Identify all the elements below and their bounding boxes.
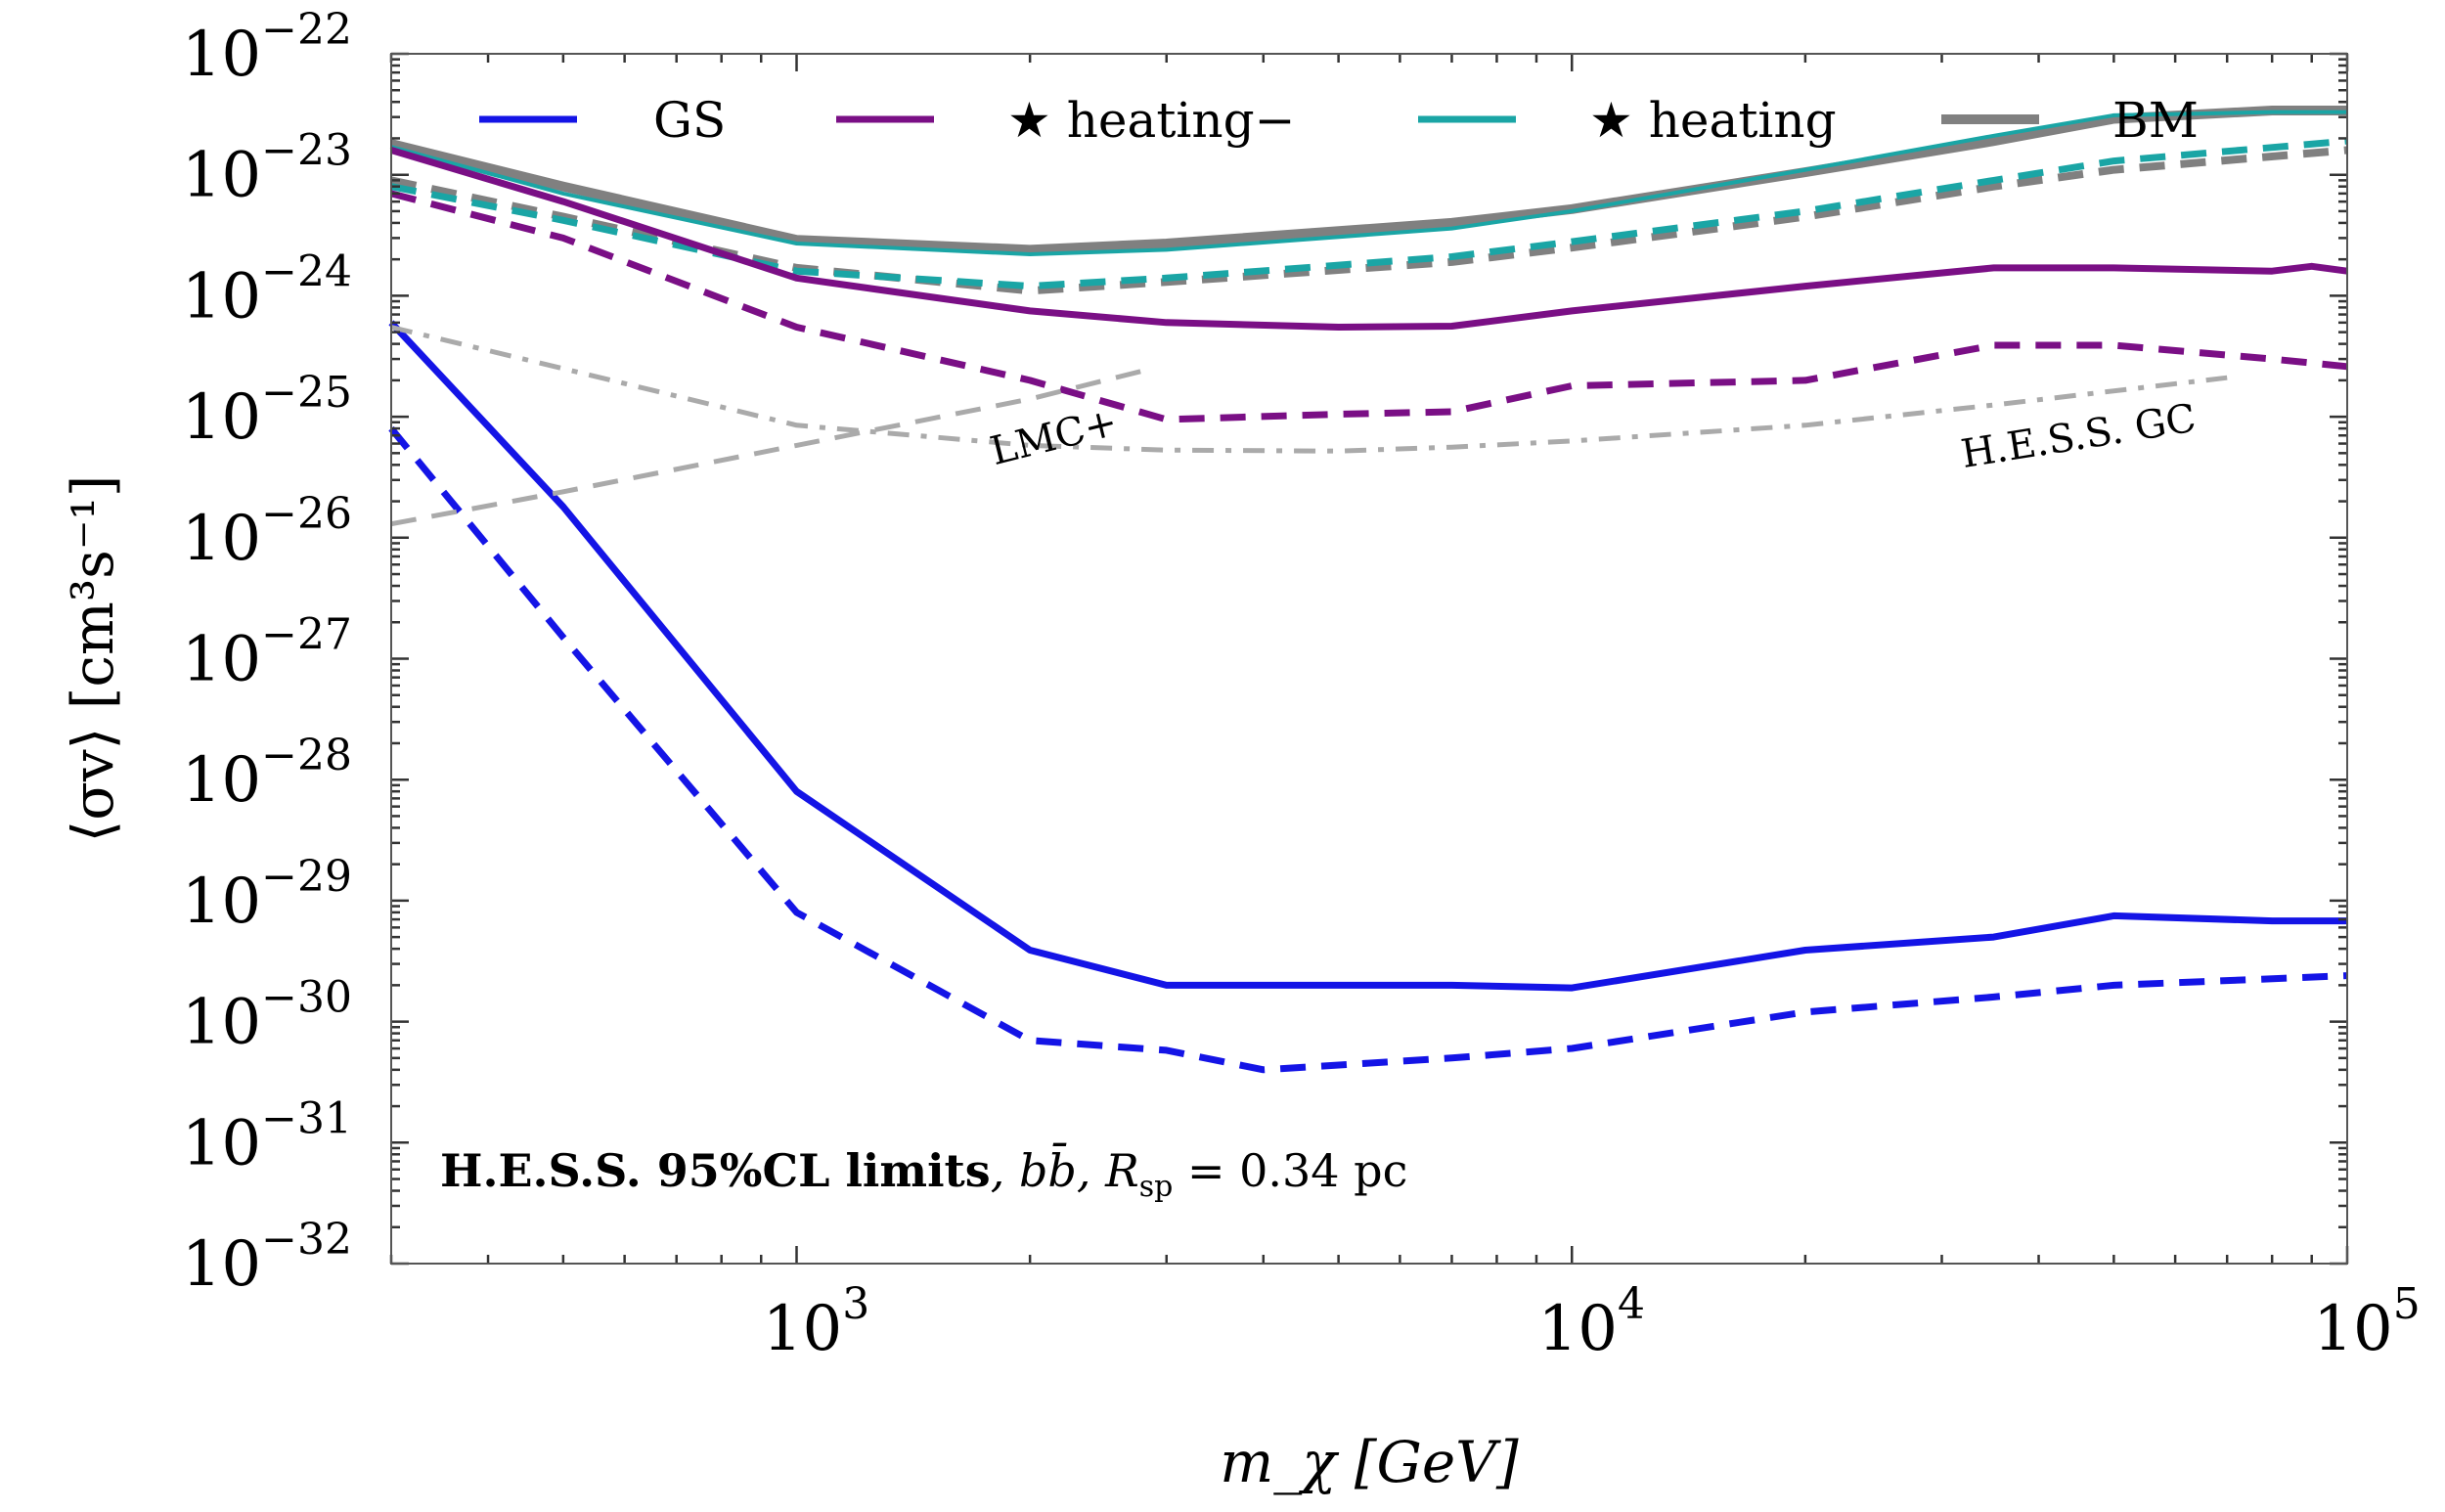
x-tick-label: 104 <box>1538 1279 1645 1365</box>
series-heating-minus-dashed <box>390 190 2348 423</box>
y-tick-exp: −29 <box>261 852 352 902</box>
plot-frame <box>390 53 2348 1265</box>
y-tick-base: 10 <box>182 1228 261 1301</box>
y-tick-exp: −32 <box>261 1215 352 1265</box>
y-axis-title: ⟨σv⟩ [cm³s⁻¹] <box>60 475 126 843</box>
caption-end: = 0.34 pc <box>1173 1144 1407 1197</box>
y-tick-base: 10 <box>182 503 261 575</box>
y-tick-exp: −26 <box>261 489 352 539</box>
x-tick-exp: 3 <box>842 1279 869 1329</box>
legend-label-heating-minus-solid: ★ heating− <box>1007 92 1296 149</box>
lmc-plus-label: LMC+ <box>986 400 1122 474</box>
y-tick-label: 10−27 <box>182 610 352 696</box>
x-tick-base: 10 <box>2313 1293 2392 1365</box>
x-tick-exp: 5 <box>2393 1279 2421 1329</box>
y-tick-label: 10−29 <box>182 852 352 938</box>
y-tick-exp: −31 <box>261 1093 352 1143</box>
y-tick-label: 10−26 <box>182 489 352 575</box>
y-tick-base: 10 <box>182 624 261 696</box>
y-tick-exp: −28 <box>261 731 352 780</box>
y-tick-label: 10−28 <box>182 731 352 817</box>
y-tick-exp: −27 <box>261 610 352 660</box>
y-tick-label: 10−22 <box>182 5 352 91</box>
x-tick-base: 10 <box>763 1293 842 1365</box>
y-tick-base: 10 <box>182 381 261 454</box>
y-tick-base: 10 <box>182 744 261 817</box>
y-tick-exp: −25 <box>261 368 352 418</box>
series-bm-solid <box>389 106 2347 255</box>
legend-label-gs-solid: GS <box>653 92 726 149</box>
ticks-layer: 10−2210−2310−2410−2510−2610−2710−2810−29… <box>182 5 2421 1365</box>
y-tick-exp: −22 <box>261 5 352 55</box>
y-tick-base: 10 <box>182 19 261 91</box>
series-layer <box>388 106 2348 1074</box>
legend: GS ★ heating− ★ heating BM <box>479 92 2199 149</box>
legend-label-heating-solid: ★ heating <box>1589 92 1837 149</box>
y-tick-label: 10−32 <box>182 1215 352 1301</box>
x-tick-label: 105 <box>2313 1279 2420 1365</box>
y-tick-base: 10 <box>182 140 261 212</box>
y-tick-label: 10−25 <box>182 368 352 454</box>
y-tick-base: 10 <box>182 866 261 938</box>
y-tick-base: 10 <box>182 260 261 333</box>
series-hess-gc <box>390 325 2228 454</box>
y-tick-exp: −23 <box>261 126 352 176</box>
hess-gc-label: H.E.S.S. GC <box>1958 396 2199 477</box>
series-gs-dashed <box>388 425 2348 1074</box>
x-tick-base: 10 <box>1538 1293 1618 1365</box>
legend-label-bm-solid: BM <box>2112 92 2199 149</box>
caption-bold: H.E.S.S. 95%CL limits <box>440 1144 991 1197</box>
series-lmc-plus <box>390 368 1144 527</box>
y-tick-exp: −30 <box>261 973 352 1023</box>
x-tick-exp: 4 <box>1618 1279 1645 1329</box>
caption-sub: sp <box>1139 1170 1174 1204</box>
y-tick-label: 10−31 <box>182 1093 352 1179</box>
y-tick-base: 10 <box>182 987 261 1059</box>
y-tick-label: 10−23 <box>182 126 352 212</box>
y-tick-exp: −24 <box>261 246 352 296</box>
series-heating-minus-solid <box>389 147 2348 331</box>
x-tick-label: 103 <box>763 1279 869 1365</box>
y-tick-base: 10 <box>182 1107 261 1179</box>
caption-rest: , bb̄, R <box>991 1141 1139 1197</box>
y-tick-label: 10−30 <box>182 973 352 1059</box>
x-axis-title: m_χ [GeV] <box>1220 1429 1519 1495</box>
caption: H.E.S.S. 95%CL limits, bb̄, Rsp = 0.34 p… <box>440 1141 1407 1204</box>
series-gs-solid <box>388 320 2347 992</box>
y-tick-label: 10−24 <box>182 246 352 333</box>
series-heating-solid <box>390 110 2347 256</box>
